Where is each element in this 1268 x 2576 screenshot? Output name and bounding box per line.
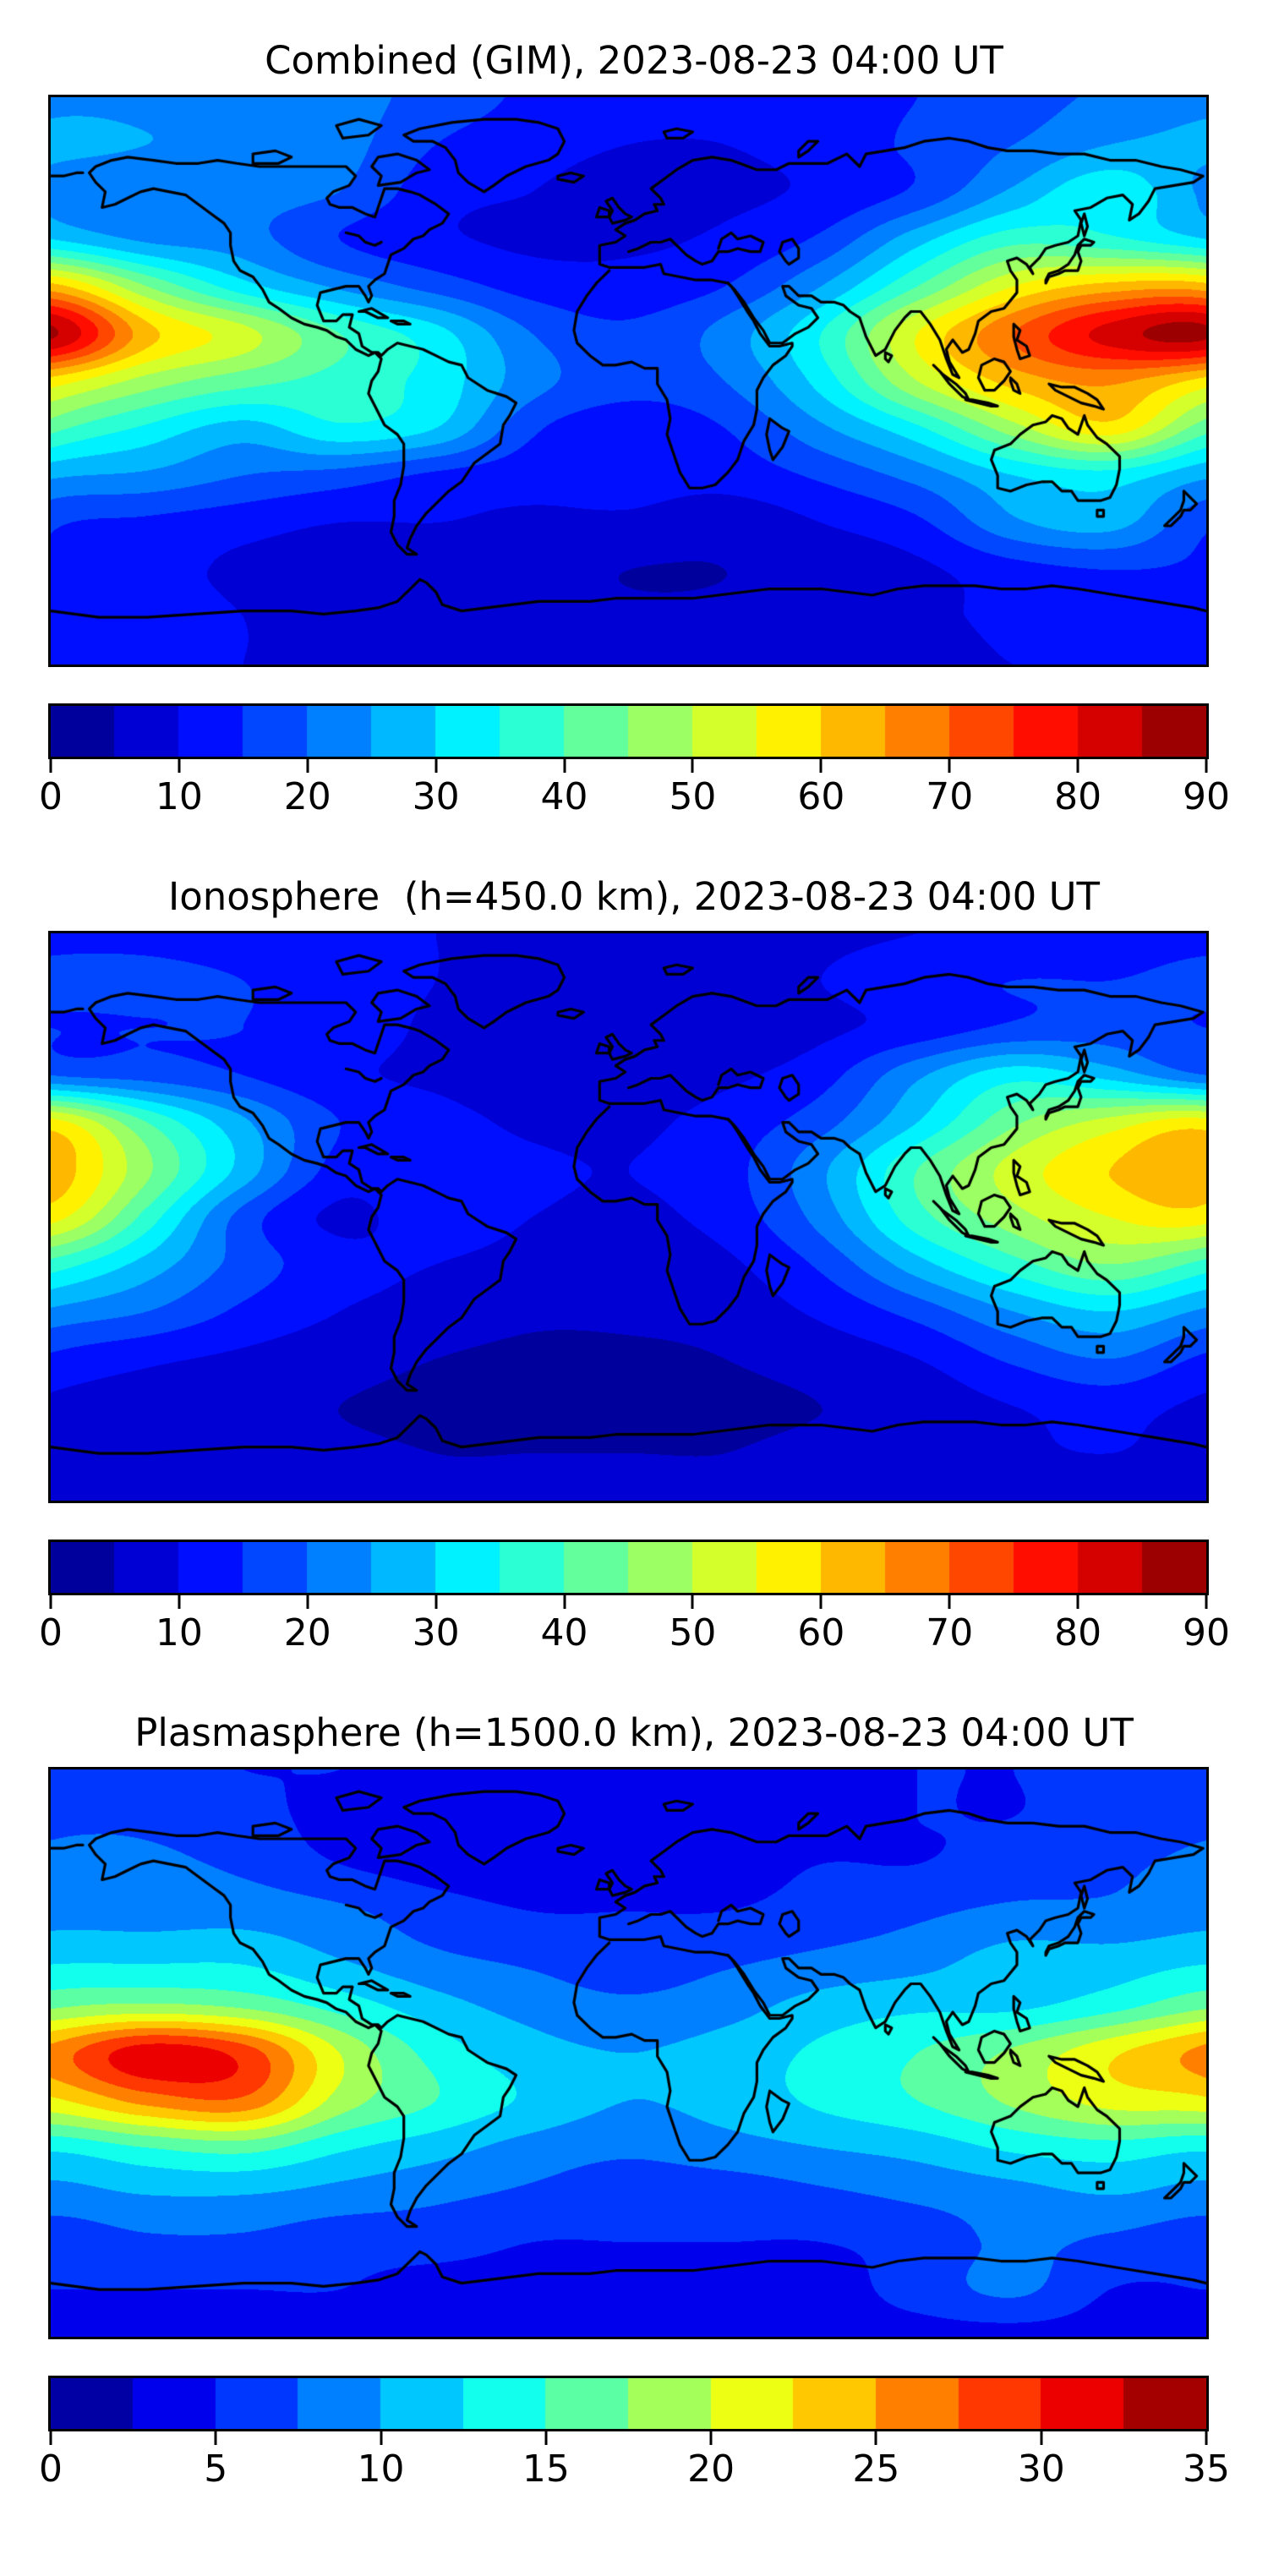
colorbar-tick-mark bbox=[709, 2431, 713, 2445]
panel-title: Ionosphere (h=450.0 km), 2023-08-23 04:0… bbox=[167, 874, 1101, 919]
panel-combined-gim: Combined (GIM), 2023-08-23 04:00 UT 0 10 2… bbox=[0, 40, 1268, 817]
colorbar-tick-mark bbox=[544, 2431, 548, 2445]
tec-contour-canvas bbox=[51, 1769, 1206, 2337]
colorbar-tick-mark bbox=[819, 759, 823, 773]
colorbar-row: 0 10 20 30 40 50 60 70 80 90 bbox=[39, 703, 1230, 818]
colorbar-tick-mark bbox=[1205, 1595, 1208, 1609]
colorbar-tick-label: 10 bbox=[357, 2447, 405, 2491]
colorbar-tick-label: 60 bbox=[797, 775, 845, 818]
colorbar-tick-mark bbox=[306, 1595, 309, 1609]
colorbar-tick-label: 15 bbox=[522, 2447, 570, 2491]
colorbar-tick-label: 80 bbox=[1054, 1611, 1102, 1654]
colorbar-tick-mark bbox=[819, 1595, 823, 1609]
colorbar-tick-mark bbox=[435, 1595, 438, 1609]
colorbar-tick-label: 20 bbox=[687, 2447, 735, 2491]
colorbar bbox=[48, 1540, 1209, 1595]
colorbar-tick-mark bbox=[1076, 1595, 1079, 1609]
colorbar-tick-label: 20 bbox=[283, 1611, 331, 1654]
colorbar-tick-label: 70 bbox=[926, 1611, 974, 1654]
colorbar-row: 0 10 20 30 40 50 60 70 80 90 bbox=[39, 1540, 1230, 1654]
colorbar-tick-mark bbox=[1205, 759, 1208, 773]
world-map bbox=[48, 1767, 1209, 2339]
colorbar-tick-mark bbox=[874, 2431, 877, 2445]
colorbar-tick-mark bbox=[435, 759, 438, 773]
tec-maps-figure: Combined (GIM), 2023-08-23 04:00 UT 0 10 2… bbox=[0, 40, 1268, 2489]
colorbar-tick-mark bbox=[1205, 2431, 1208, 2445]
colorbar-tick-label: 0 bbox=[39, 1611, 63, 1654]
colorbar-tick-mark bbox=[306, 759, 309, 773]
colorbar bbox=[48, 2376, 1209, 2431]
figure-page: { "figure": { "background_color": "#ffff… bbox=[0, 40, 1268, 2576]
colorbar-tick-mark bbox=[380, 2431, 383, 2445]
colorbar-tick-label: 80 bbox=[1054, 775, 1102, 818]
colorbar-tick-mark bbox=[49, 2431, 52, 2445]
colorbar-tick-label: 60 bbox=[797, 1611, 845, 1654]
colorbar-tick-label: 30 bbox=[412, 775, 460, 818]
colorbar-tick-label: 0 bbox=[39, 2447, 63, 2491]
colorbar bbox=[48, 703, 1209, 759]
colorbar-tick-label: 10 bbox=[155, 1611, 203, 1654]
panel-plasmasphere: Plasmasphere (h=1500.0 km), 2023-08-23 0… bbox=[0, 1712, 1268, 2489]
colorbar-tick-mark bbox=[214, 2431, 217, 2445]
colorbar-tick-mark bbox=[1040, 2431, 1043, 2445]
colorbar-tick-label: 30 bbox=[412, 1611, 460, 1654]
colorbar-tick-mark bbox=[948, 759, 951, 773]
colorbar-tick-label: 50 bbox=[669, 1611, 717, 1654]
colorbar-row: 0 5 10 15 20 25 30 35 bbox=[39, 2376, 1230, 2491]
colorbar-tick-label: 40 bbox=[540, 1611, 588, 1654]
colorbar-canvas bbox=[51, 706, 1206, 757]
world-map bbox=[48, 95, 1209, 667]
colorbar-tick-label: 30 bbox=[1017, 2447, 1065, 2491]
panel-ionosphere: Ionosphere (h=450.0 km), 2023-08-23 04:0… bbox=[0, 876, 1268, 1653]
colorbar-tick-mark bbox=[563, 759, 566, 773]
colorbar-tick-label: 25 bbox=[852, 2447, 900, 2491]
colorbar-tick-label: 40 bbox=[540, 775, 588, 818]
colorbar-canvas bbox=[51, 2378, 1206, 2429]
colorbar-tick-mark bbox=[178, 759, 181, 773]
colorbar-tick-mark bbox=[563, 1595, 566, 1609]
colorbar-tick-mark bbox=[49, 759, 52, 773]
colorbar-tick-label: 90 bbox=[1183, 1611, 1230, 1654]
colorbar-tick-label: 50 bbox=[669, 775, 717, 818]
world-map bbox=[48, 931, 1209, 1503]
colorbar-tick-mark bbox=[1076, 759, 1079, 773]
tec-contour-canvas bbox=[51, 97, 1206, 665]
panel-title: Combined (GIM), 2023-08-23 04:00 UT bbox=[265, 38, 1003, 83]
colorbar-tick-label: 20 bbox=[283, 775, 331, 818]
colorbar-tick-label: 90 bbox=[1183, 775, 1230, 818]
colorbar-tick-label: 0 bbox=[39, 775, 63, 818]
colorbar-canvas bbox=[51, 1542, 1206, 1593]
colorbar-tick-label: 10 bbox=[155, 775, 203, 818]
colorbar-tick-mark bbox=[948, 1595, 951, 1609]
colorbar-tick-mark bbox=[178, 1595, 181, 1609]
colorbar-tick-mark bbox=[49, 1595, 52, 1609]
colorbar-tick-mark bbox=[691, 1595, 694, 1609]
tec-contour-canvas bbox=[51, 933, 1206, 1501]
colorbar-tick-mark bbox=[691, 759, 694, 773]
colorbar-tick-label: 35 bbox=[1183, 2447, 1230, 2491]
colorbar-tick-label: 70 bbox=[926, 775, 974, 818]
panel-title: Plasmasphere (h=1500.0 km), 2023-08-23 0… bbox=[134, 1710, 1134, 1755]
colorbar-tick-label: 5 bbox=[204, 2447, 228, 2491]
